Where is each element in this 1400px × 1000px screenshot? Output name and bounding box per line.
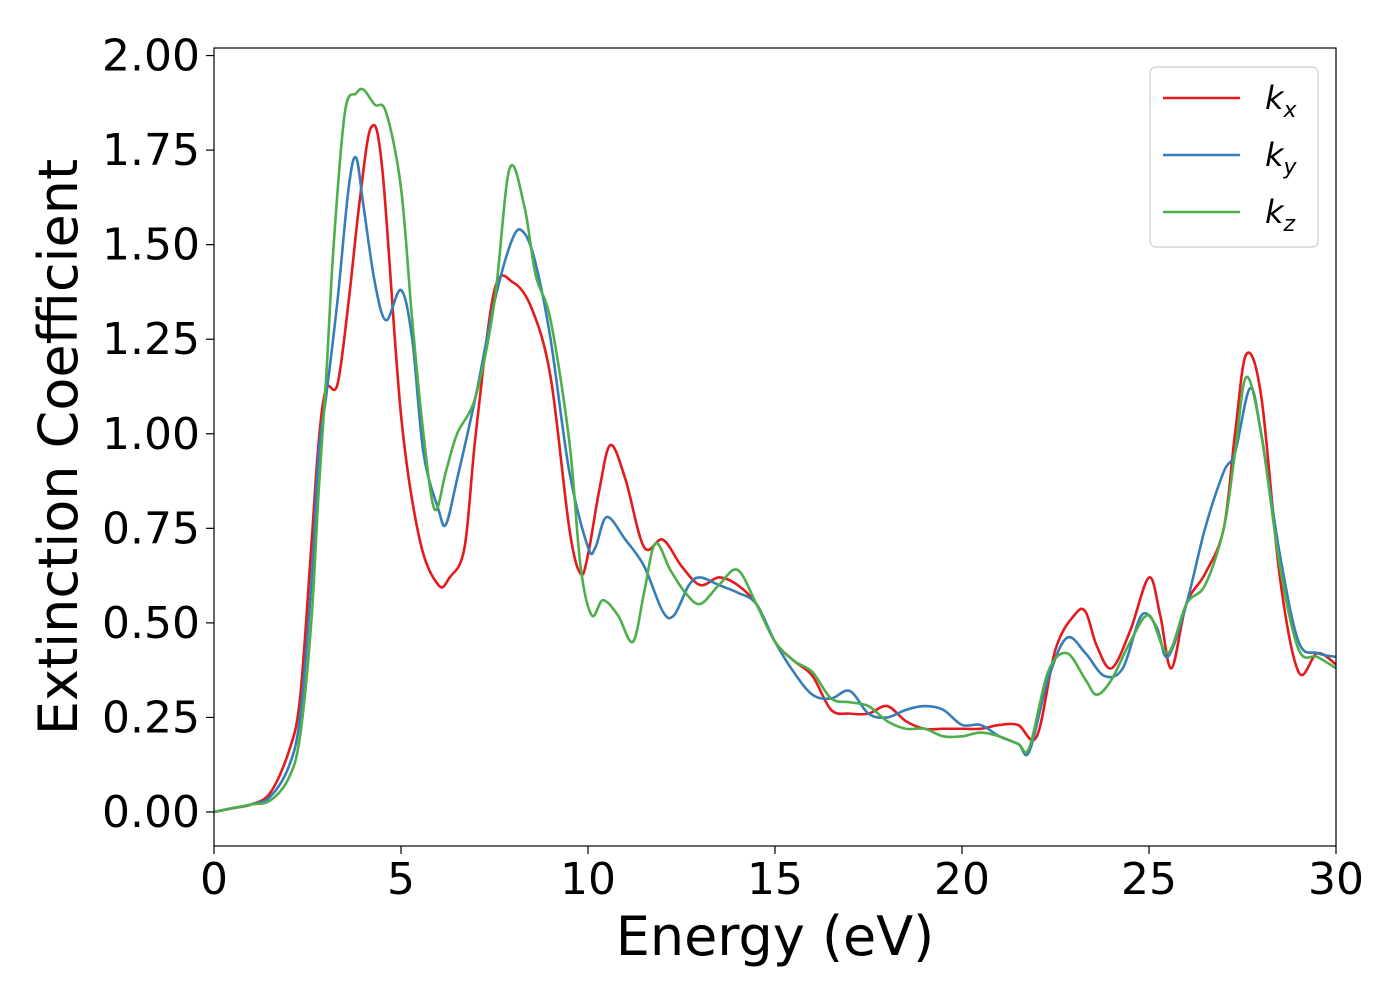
series-layer (214, 87, 1336, 814)
y-tick-label: 0.75 (102, 503, 200, 554)
x-tick-label: 10 (560, 854, 616, 905)
y-axis-title: Extinction Coefficient (27, 159, 90, 735)
y-tick-label: 0.00 (102, 787, 200, 838)
x-tick-label: 25 (1121, 854, 1177, 905)
y-tick-label: 0.25 (102, 692, 200, 743)
x-tick-label: 30 (1308, 854, 1364, 905)
x-axis-title: Energy (eV) (616, 905, 935, 968)
legend-box (1149, 66, 1319, 248)
x-tick-label: 0 (200, 854, 228, 905)
series-line-k-x (214, 123, 1336, 814)
series-line-k-y (214, 155, 1336, 814)
y-tick-label: 1.50 (102, 220, 200, 271)
series-line-k-z (214, 87, 1336, 814)
y-tick-label: 1.25 (102, 314, 200, 365)
x-tick-label: 15 (747, 854, 803, 905)
x-axis: 0 5 10 15 20 25 30 (200, 846, 1364, 905)
y-tick-label: 2.00 (102, 31, 200, 82)
y-tick-label: 0.50 (102, 598, 200, 649)
legend-label: kx (1265, 79, 1298, 123)
legend-label: ky (1265, 136, 1298, 180)
legend-label: kz (1265, 193, 1296, 237)
y-axis: 0.00 0.25 0.50 0.75 1.00 1.25 1.50 1.75 2.00 (102, 31, 214, 838)
y-tick-label: 1.75 (102, 125, 200, 176)
x-tick-label: 20 (934, 854, 990, 905)
y-tick-label: 1.00 (102, 409, 200, 460)
x-tick-label: 5 (387, 854, 415, 905)
legend: kx ky kz (1149, 66, 1319, 248)
